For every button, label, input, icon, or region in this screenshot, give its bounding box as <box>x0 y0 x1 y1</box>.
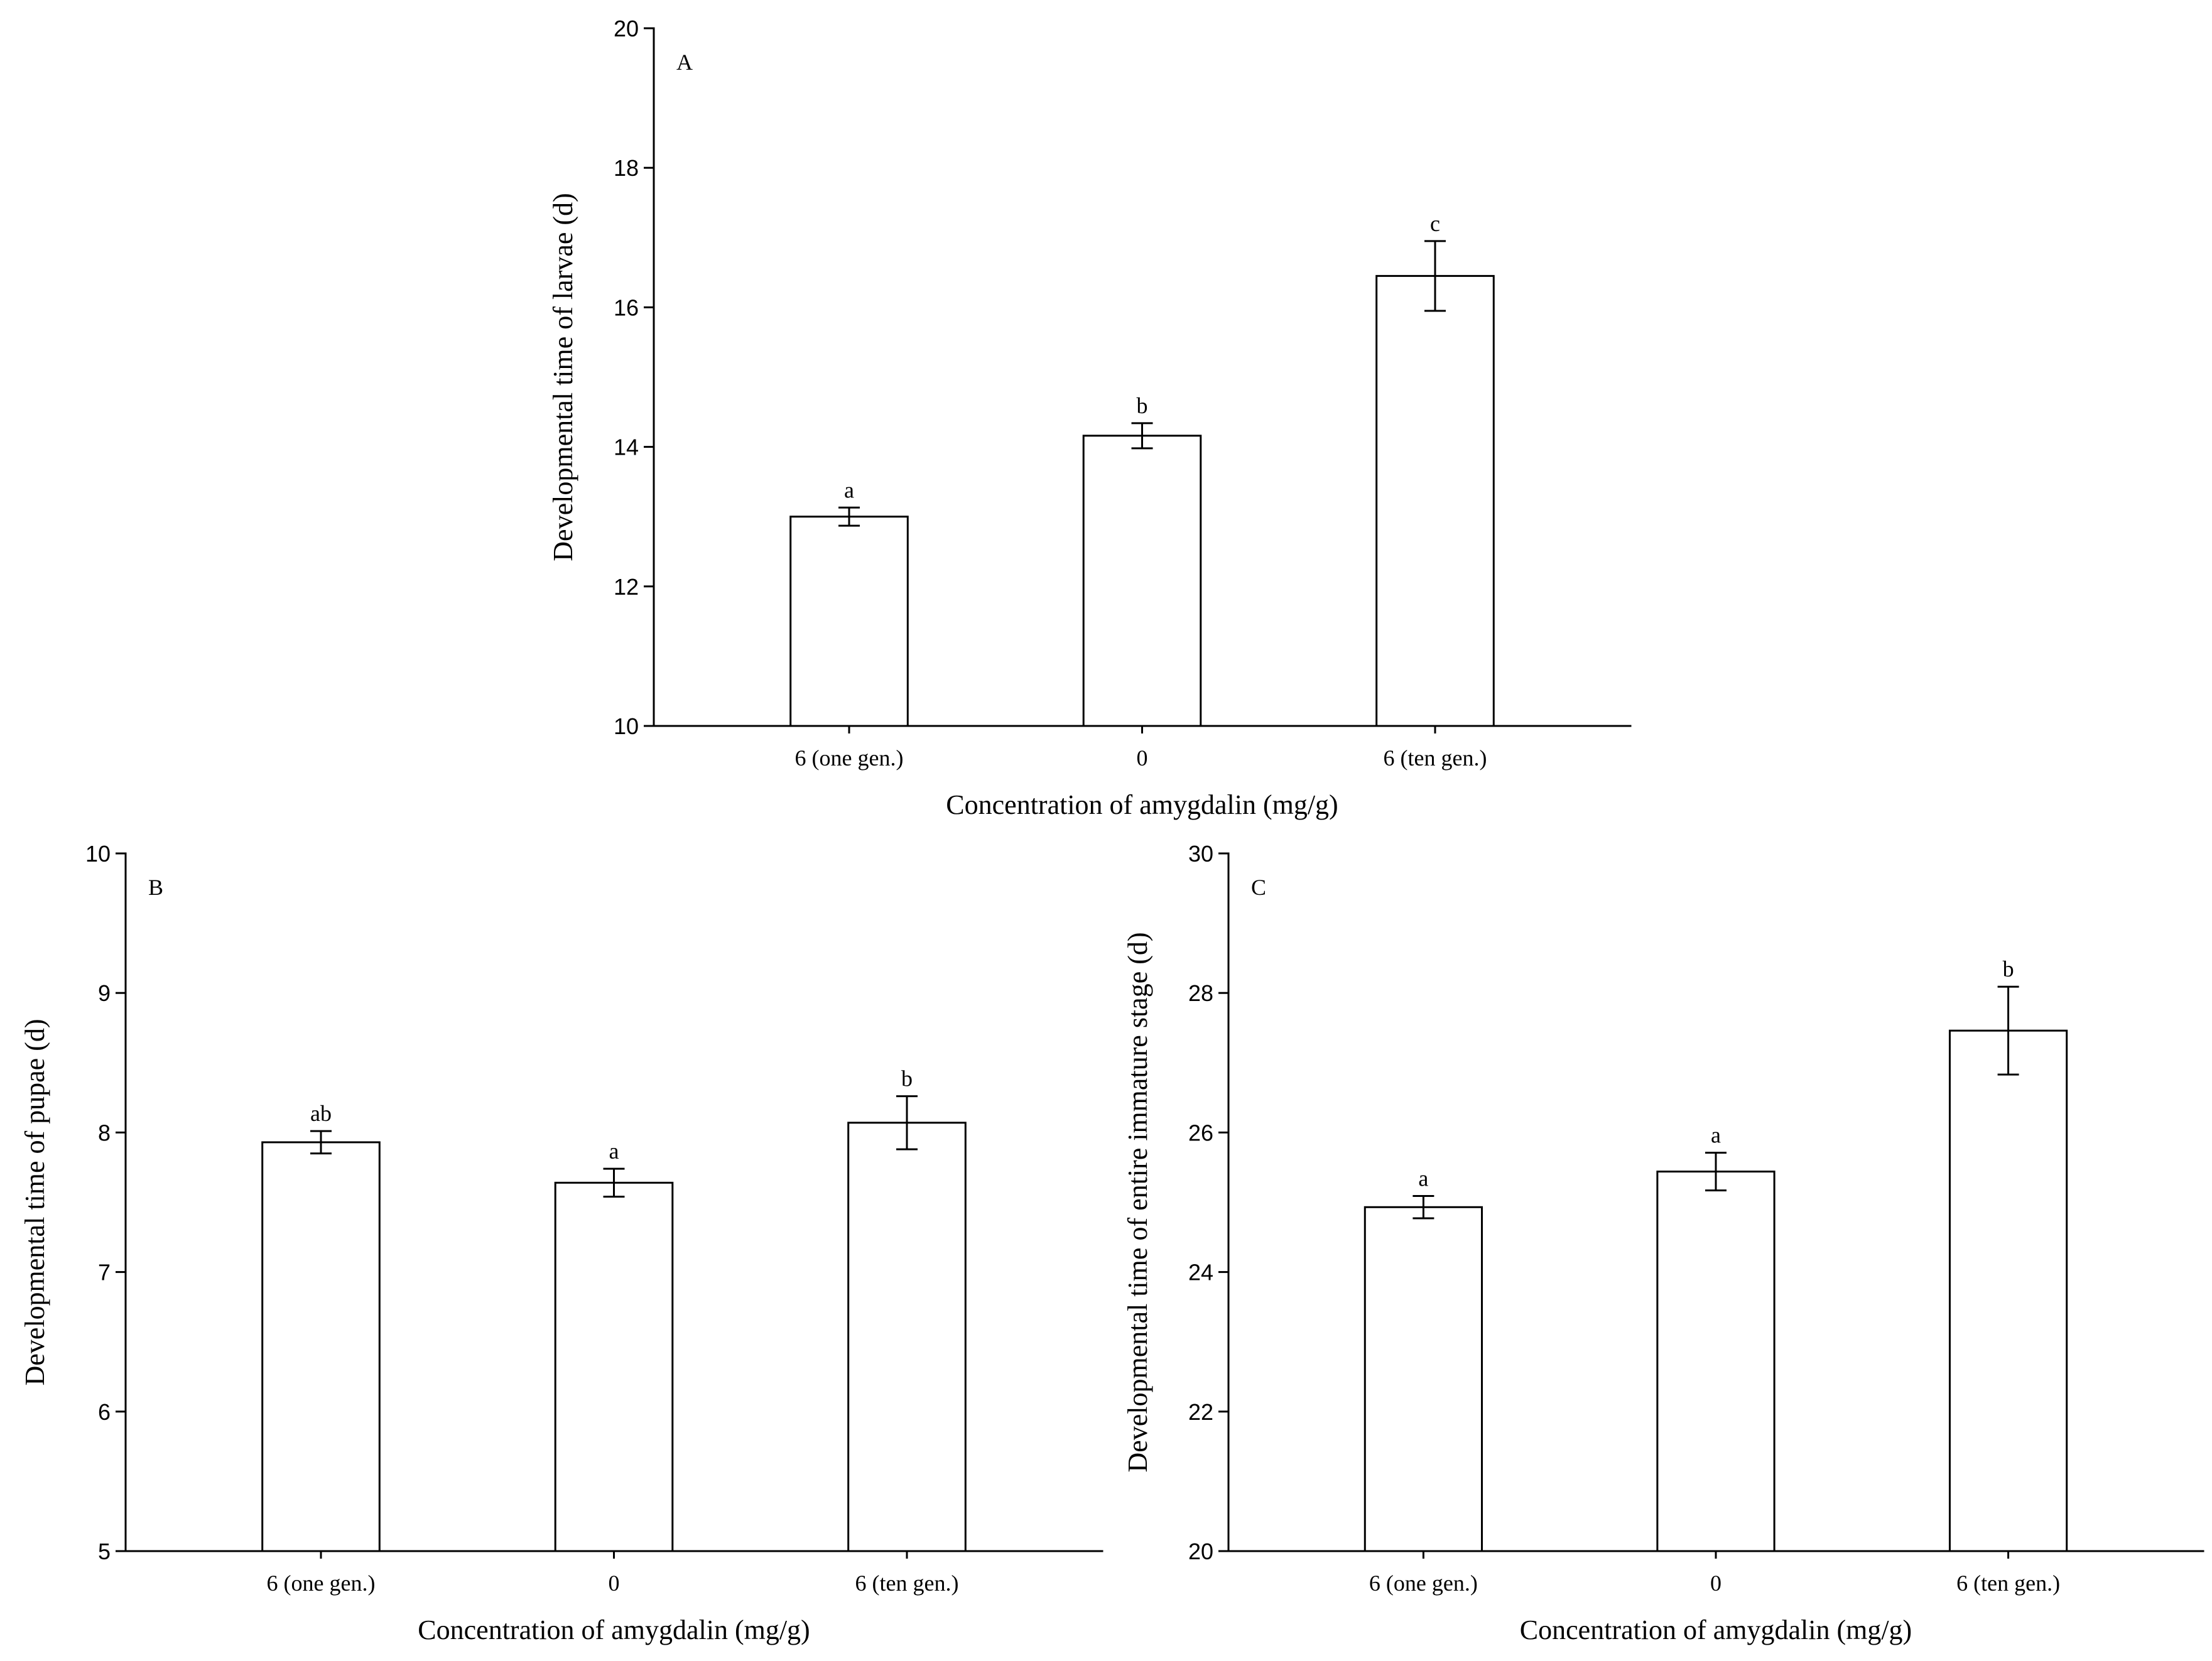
x-tick-label-6-one-gen: 6 (one gen.) <box>267 1571 376 1596</box>
significance-letter-6-one-gen: a <box>844 477 854 502</box>
bar-6-one-gen <box>1364 1206 1483 1552</box>
x-tick-label-6-ten-gen: 6 (ten gen.) <box>855 1571 959 1596</box>
significance-letter-6-ten-gen: c <box>1430 211 1440 236</box>
y-axis-title: Developmental time of pupae (d) <box>19 1019 50 1385</box>
y-tick-label: 10 <box>614 713 639 739</box>
panel-label: A <box>676 50 693 75</box>
bar-0 <box>1656 1171 1776 1552</box>
bar-6-one-gen <box>261 1141 381 1552</box>
significance-letter-0: a <box>1711 1123 1721 1148</box>
y-tick-label: 6 <box>98 1399 111 1425</box>
x-tick-label-6-one-gen: 6 (one gen.) <box>1369 1571 1478 1596</box>
x-axis-title: Concentration of amygdalin (mg/g) <box>418 1615 810 1645</box>
y-tick-label: 28 <box>1188 980 1213 1006</box>
error-bar-6-ten-gen <box>1424 240 1446 312</box>
bar-0 <box>1082 435 1202 727</box>
error-bar-6-one-gen <box>1412 1195 1434 1220</box>
bar-6-ten-gen <box>1375 274 1495 727</box>
significance-letter-6-one-gen: a <box>1418 1166 1428 1191</box>
significance-letter-0: a <box>609 1139 619 1164</box>
y-axis-title: Developmental time of entire immature st… <box>1122 932 1153 1472</box>
panel-label: C <box>1251 875 1266 900</box>
y-tick-label: 20 <box>1188 1539 1213 1564</box>
x-tick-label-6-one-gen: 6 (one gen.) <box>795 745 904 771</box>
error-bar-6-one-gen <box>838 506 860 527</box>
x-tick-label-0: 0 <box>1137 745 1148 771</box>
panel-label: B <box>148 875 163 900</box>
x-tick-label-0: 0 <box>609 1571 620 1596</box>
y-tick-label: 16 <box>614 295 639 320</box>
x-axis-title: Concentration of amygdalin (mg/g) <box>946 789 1338 820</box>
significance-letter-6-ten-gen: b <box>2003 956 2014 982</box>
y-tick-label: 7 <box>98 1260 111 1285</box>
x-tick-label-0: 0 <box>1710 1571 1721 1596</box>
significance-letter-6-ten-gen: b <box>901 1066 913 1091</box>
error-bar-6-ten-gen <box>896 1095 918 1150</box>
y-tick-label: 8 <box>98 1120 111 1145</box>
bar-0 <box>554 1181 674 1552</box>
error-bar-0 <box>1131 422 1153 450</box>
bar-6-ten-gen <box>847 1122 967 1552</box>
y-axis-title: Developmental time of larvae (d) <box>548 193 578 561</box>
x-tick-label-6-ten-gen: 6 (ten gen.) <box>1956 1571 2060 1596</box>
significance-letter-0: b <box>1137 393 1148 418</box>
y-tick-label: 30 <box>1188 841 1213 867</box>
error-bar-6-ten-gen <box>1997 985 2019 1076</box>
error-bar-6-one-gen <box>310 1130 332 1155</box>
y-tick-label: 24 <box>1188 1260 1213 1285</box>
y-tick-label: 10 <box>85 841 111 867</box>
chart-panel-a: a 6 (one gen.) b 0 c 6 (ten gen.) 10 12 14 16 18 20… <box>548 16 1632 820</box>
y-tick-label: 12 <box>614 574 639 600</box>
significance-letter-6-one-gen: ab <box>310 1101 332 1126</box>
y-tick-label: 9 <box>98 980 111 1006</box>
error-bar-0 <box>1705 1152 1727 1192</box>
chart-panel-b: ab 6 (one gen.) a 0 b 6 (ten gen.) 5 6 7 8 9 10 B Dev… <box>19 841 1103 1645</box>
chart-panel-c: a 6 (one gen.) a 0 b 6 (ten gen.) 20 22 24 26 28 30… <box>1122 841 2204 1645</box>
x-axis-title: Concentration of amygdalin (mg/g) <box>1520 1615 1912 1645</box>
x-tick-label-6-ten-gen: 6 (ten gen.) <box>1384 745 1487 771</box>
y-tick-label: 26 <box>1188 1120 1213 1145</box>
y-tick-label: 22 <box>1188 1399 1213 1425</box>
error-bar-0 <box>603 1167 625 1198</box>
bar-6-ten-gen <box>1948 1029 2068 1552</box>
y-tick-label: 5 <box>98 1539 111 1564</box>
y-tick-label: 18 <box>614 155 639 181</box>
y-tick-label: 14 <box>614 435 639 460</box>
y-tick-label: 20 <box>614 16 639 41</box>
bar-6-one-gen <box>789 516 909 727</box>
